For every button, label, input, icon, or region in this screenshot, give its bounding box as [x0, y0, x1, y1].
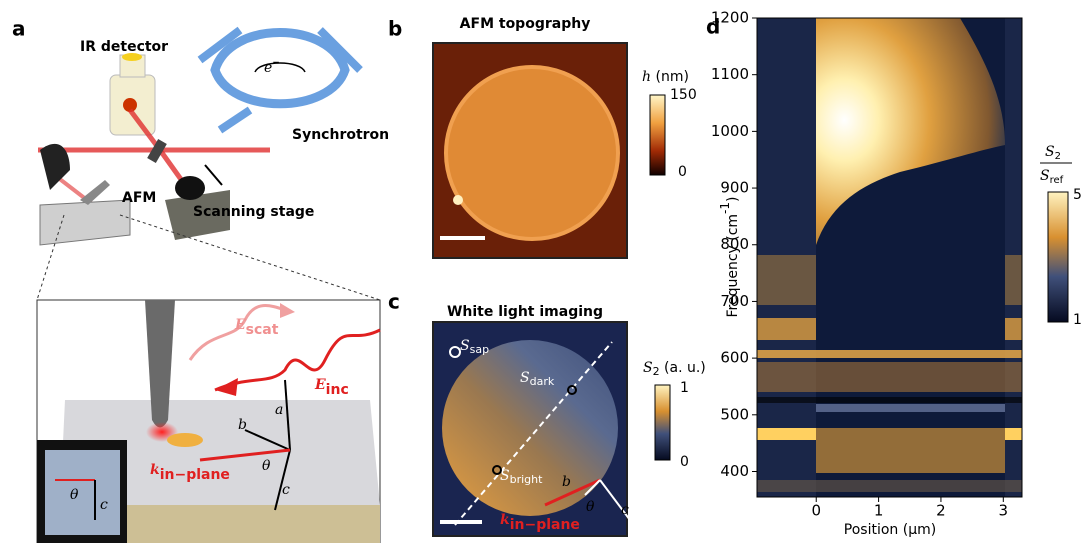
label: in−plane: [510, 517, 580, 533]
label: S: [460, 338, 470, 354]
colorbar-label: (nm): [655, 69, 688, 85]
colorbar-tick: 0: [680, 454, 689, 470]
label: scat: [246, 322, 279, 338]
panel-title: AFM topography: [460, 16, 591, 32]
panel-label: b: [388, 17, 402, 41]
colorbar-label: (a. u.): [664, 360, 706, 376]
label: k: [150, 462, 160, 478]
label: θ: [262, 458, 271, 474]
label: b: [562, 474, 571, 490]
y-tick-label: 600: [720, 349, 749, 367]
colorbar-label: S2 (a. u.): [643, 360, 706, 380]
colorbar-label: Sref: [1040, 168, 1064, 186]
panel-label: c: [388, 290, 400, 314]
colorbar-label: S: [1040, 168, 1050, 184]
label: in−plane: [160, 467, 230, 483]
panel-title: White light imaging: [447, 304, 603, 320]
colorbar-label: h: [642, 69, 651, 85]
label: c: [621, 502, 629, 518]
label: −: [272, 58, 280, 68]
colorbar-tick: 5: [1073, 187, 1082, 203]
label: sap: [470, 343, 489, 356]
label: E: [234, 317, 246, 333]
label: a: [275, 402, 283, 418]
colorbar-label: S2 Sref: [1040, 144, 1072, 186]
colorbar-label: S2: [1045, 144, 1061, 162]
heatmap: [757, 18, 1025, 497]
x-axis-label: Position (μm): [844, 522, 936, 538]
y-tick-label: 500: [720, 405, 749, 423]
colorbar-tick: 1: [680, 380, 689, 396]
label: e: [264, 60, 272, 76]
label: AFM: [122, 190, 156, 206]
colorbar: [655, 385, 670, 460]
label: c: [282, 482, 290, 498]
label: S: [520, 370, 530, 386]
setup-schematic: [37, 30, 380, 300]
label: θ: [586, 499, 595, 515]
panel-label: a: [12, 17, 26, 41]
colorbar-label: 2: [653, 365, 660, 378]
label: dark: [530, 375, 555, 388]
label: IR detector: [80, 39, 168, 55]
x-tick-label: 1: [874, 502, 884, 520]
x-tick-label: 3: [999, 502, 1009, 520]
label: bright: [510, 473, 544, 486]
colorbar: [650, 95, 665, 175]
label: c: [100, 497, 108, 513]
colorbar: [1048, 192, 1068, 322]
figure: a b c d IR detector e− Synchrotron AFM S…: [0, 0, 1083, 543]
y-axis-label: -1: [718, 202, 732, 214]
inset: [37, 300, 380, 543]
y-tick-label: 1100: [711, 65, 749, 83]
label: k: [500, 512, 510, 528]
afm-image: [433, 43, 627, 258]
label: b: [238, 417, 247, 433]
y-axis-label: Frequency (cm: [725, 214, 741, 318]
x-tick-label: 0: [811, 502, 821, 520]
label: Scanning stage: [193, 204, 314, 220]
colorbar-tick: 1: [1073, 312, 1082, 328]
colorbar-tick: 150: [670, 87, 697, 103]
y-tick-label: 400: [720, 462, 749, 480]
label: e−: [264, 58, 280, 77]
colorbar-label: h (nm): [642, 69, 689, 85]
x-tick-label: 2: [936, 502, 946, 520]
label: inc: [326, 382, 349, 398]
y-tick-label: 1200: [711, 9, 749, 27]
white-light-image: [433, 322, 630, 536]
y-tick-label: 1000: [711, 122, 749, 140]
colorbar-label: 2: [1055, 151, 1061, 162]
colorbar-label: ref: [1050, 175, 1064, 186]
label: Synchrotron: [292, 127, 389, 143]
colorbar-label: S: [1045, 144, 1055, 160]
y-tick-label: 900: [720, 179, 749, 197]
label: θ: [70, 487, 79, 503]
colorbar-tick: 0: [678, 164, 687, 180]
label: E: [314, 377, 326, 393]
colorbar-label: S: [643, 360, 653, 376]
label: S: [500, 468, 510, 484]
y-axis-label: ): [725, 196, 741, 201]
